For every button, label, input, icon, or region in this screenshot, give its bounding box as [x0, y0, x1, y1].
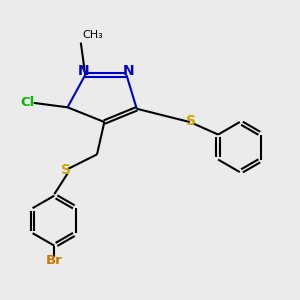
Text: Cl: Cl: [21, 96, 35, 110]
Text: N: N: [78, 64, 90, 78]
Text: N: N: [123, 64, 135, 78]
Text: S: S: [61, 163, 71, 177]
Text: S: S: [186, 114, 196, 128]
Text: Br: Br: [46, 254, 63, 267]
Text: CH₃: CH₃: [82, 30, 103, 40]
